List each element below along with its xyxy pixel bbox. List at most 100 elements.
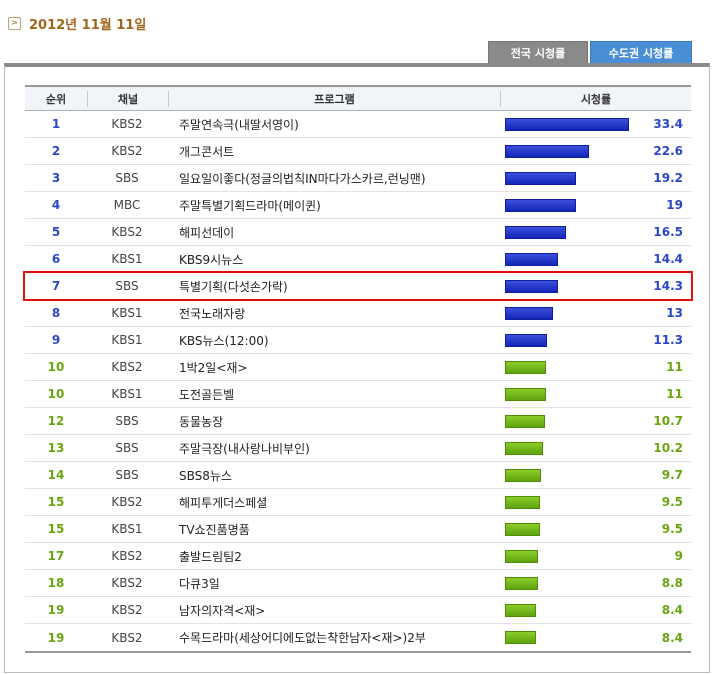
rating-value: 16.5 (653, 225, 683, 239)
rating-bar (505, 225, 566, 239)
channel-cell: SBS (115, 414, 139, 428)
program-cell[interactable]: 특별기획(다섯손가락) (179, 279, 288, 294)
table-row[interactable]: 14 SBS SBS8뉴스 9.7 (25, 462, 691, 489)
table-row[interactable]: 15 KBS2 해피투게더스페셜 9.5 (25, 489, 691, 516)
channel-cell: KBS1 (111, 252, 143, 266)
rating-bar (505, 387, 546, 401)
table-row[interactable]: 4 MBC 주말특별기획드라마(메이퀸) 19 (25, 192, 691, 219)
table-header: 순위 채널 프로그램 시청률 (25, 87, 691, 111)
program-cell[interactable]: 해피투게더스페셜 (179, 495, 268, 510)
rating-value: 11 (666, 387, 683, 401)
rating-cell: 11.3 (499, 327, 691, 353)
channel-cell: KBS2 (111, 360, 143, 374)
rank-cell: 18 (47, 576, 65, 590)
rating-value: 19 (666, 198, 683, 212)
table-row[interactable]: 18 KBS2 다큐3일 8.8 (25, 570, 691, 597)
ratings-panel: 순위 채널 프로그램 시청률 1 KBS2 주말연속극(내딸서영이) 33.4 2 KBS… (4, 63, 710, 673)
program-cell[interactable]: 주말연속극(내딸서영이) (179, 117, 299, 132)
rating-value: 19.2 (653, 171, 683, 185)
program-cell[interactable]: 주말특별기획드라마(메이퀸) (179, 198, 321, 213)
rank-cell: 3 (51, 171, 61, 185)
rating-cell: 9.7 (499, 462, 691, 488)
program-cell[interactable]: SBS8뉴스 (179, 468, 232, 483)
channel-cell: KBS2 (111, 603, 143, 617)
program-cell[interactable]: KBS뉴스(12:00) (179, 333, 269, 348)
rank-cell: 10 (47, 387, 65, 401)
channel-cell: KBS2 (111, 144, 143, 158)
rating-value: 33.4 (653, 117, 683, 131)
program-cell[interactable]: 전국노래자랑 (179, 306, 246, 321)
program-cell[interactable]: 해피선데이 (179, 225, 235, 240)
program-cell[interactable]: TV쇼진품명품 (179, 522, 250, 537)
rating-value: 10.2 (653, 441, 683, 455)
rank-cell: 6 (51, 252, 61, 266)
rating-cell: 9.5 (499, 516, 691, 542)
rating-cell: 8.4 (499, 624, 691, 651)
program-cell[interactable]: 개그콘서트 (179, 144, 235, 159)
rating-cell: 14.4 (499, 246, 691, 272)
rating-bar (505, 360, 546, 374)
rating-cell: 19 (499, 192, 691, 218)
rating-cell: 11 (499, 354, 691, 380)
rating-value: 10.7 (653, 414, 683, 428)
channel-cell: KBS2 (111, 117, 143, 131)
program-cell[interactable]: 1박2일<재> (179, 360, 248, 375)
tab-national-rating[interactable]: 전국 시청률 (488, 41, 588, 63)
rating-bar (505, 522, 540, 536)
program-cell[interactable]: 일요일이좋다(정글의법칙IN마다가스카르,런닝맨) (179, 171, 426, 186)
channel-cell: SBS (115, 171, 139, 185)
table-row[interactable]: 2 KBS2 개그콘서트 22.6 (25, 138, 691, 165)
table-row[interactable]: 17 KBS2 출발드림팀2 9 (25, 543, 691, 570)
program-cell[interactable]: 동물농장 (179, 414, 224, 429)
rating-tabs: 전국 시청률 수도권 시청률 (488, 41, 692, 68)
rating-cell: 8.8 (499, 570, 691, 596)
table-row[interactable]: 1 KBS2 주말연속극(내딸서영이) 33.4 (25, 111, 691, 138)
rank-cell: 4 (51, 198, 61, 212)
table-row[interactable]: 13 SBS 주말극장(내사랑나비부인) 10.2 (25, 435, 691, 462)
table-row[interactable]: 10 KBS2 1박2일<재> 11 (25, 354, 691, 381)
program-cell[interactable]: 남자의자격<재> (179, 603, 266, 618)
program-cell[interactable]: 다큐3일 (179, 576, 220, 591)
rating-value: 11 (666, 360, 683, 374)
rank-cell: 17 (47, 549, 65, 563)
table-row[interactable]: 5 KBS2 해피선데이 16.5 (25, 219, 691, 246)
header-rating: 시청률 (500, 90, 691, 107)
rating-bar (505, 603, 536, 617)
program-cell[interactable]: 도전골든벨 (179, 387, 235, 402)
table-row[interactable]: 7 SBS 특별기획(다섯손가락) 14.3 (23, 271, 693, 301)
program-cell[interactable]: KBS9시뉴스 (179, 252, 244, 267)
table-row[interactable]: 19 KBS2 남자의자격<재> 8.4 (25, 597, 691, 624)
channel-cell: KBS1 (111, 387, 143, 401)
rating-cell: 19.2 (499, 165, 691, 191)
table-row[interactable]: 3 SBS 일요일이좋다(정글의법칙IN마다가스카르,런닝맨) 19.2 (25, 165, 691, 192)
tab-metro-rating[interactable]: 수도권 시청률 (590, 41, 692, 68)
program-cell[interactable]: 주말극장(내사랑나비부인) (179, 441, 310, 456)
header-program: 프로그램 (168, 90, 500, 107)
table-row[interactable]: 6 KBS1 KBS9시뉴스 14.4 (25, 246, 691, 273)
rating-cell: 13 (499, 300, 691, 326)
table-row[interactable]: 9 KBS1 KBS뉴스(12:00) 11.3 (25, 327, 691, 354)
rating-value: 22.6 (653, 144, 683, 158)
table-row[interactable]: 12 SBS 동물농장 10.7 (25, 408, 691, 435)
date-arrow-icon[interactable]: > (8, 16, 21, 30)
program-cell[interactable]: 수목드라마(세상어디에도없는착한남자<재>)2부 (179, 631, 426, 645)
rating-bar (505, 171, 576, 185)
channel-cell: KBS1 (111, 306, 143, 320)
rating-bar (505, 441, 543, 455)
channel-cell: SBS (115, 279, 139, 293)
rank-cell: 10 (47, 360, 65, 374)
rating-value: 9.5 (661, 522, 683, 536)
rank-cell: 12 (47, 414, 65, 428)
table-row[interactable]: 19 KBS2 수목드라마(세상어디에도없는착한남자<재>)2부 8.4 (25, 624, 691, 651)
table-row[interactable]: 15 KBS1 TV쇼진품명품 9.5 (25, 516, 691, 543)
rating-cell: 10.7 (499, 408, 691, 434)
table-row[interactable]: 10 KBS1 도전골든벨 11 (25, 381, 691, 408)
program-cell[interactable]: 출발드림팀2 (179, 549, 242, 564)
rating-bar (505, 576, 538, 590)
rank-cell: 19 (47, 630, 65, 645)
rank-cell: 14 (47, 468, 65, 482)
header-rank: 순위 (45, 92, 67, 106)
rank-cell: 8 (51, 306, 61, 320)
table-row[interactable]: 8 KBS1 전국노래자랑 13 (25, 300, 691, 327)
rating-bar (505, 144, 589, 158)
